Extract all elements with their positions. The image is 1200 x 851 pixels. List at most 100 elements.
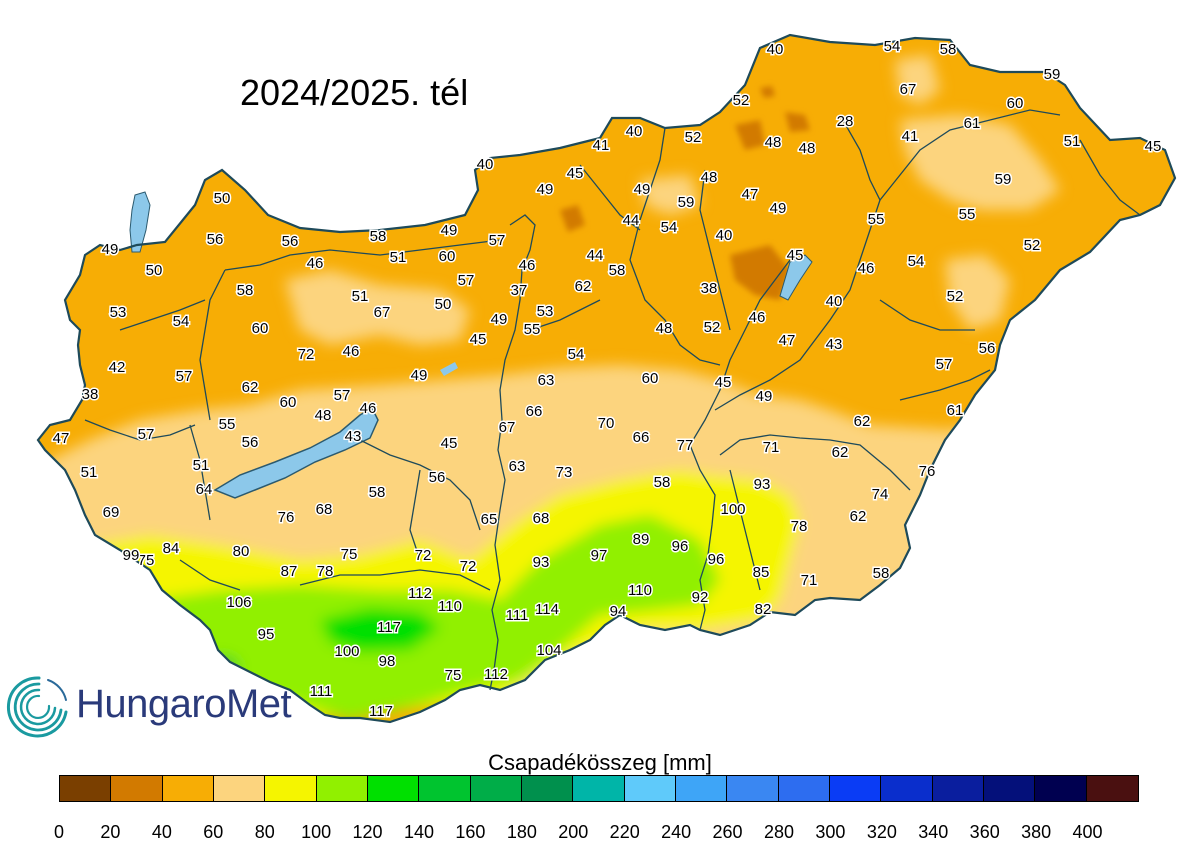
station-value-label: 93 [754,476,771,493]
legend-swatch [521,776,574,801]
station-value-label: 49 [441,222,458,239]
station-value-label: 56 [429,469,446,486]
station-value-label: 75 [138,552,155,569]
station-value-label: 40 [767,41,784,58]
station-value-label: 75 [341,546,358,563]
legend-swatch [881,776,933,801]
station-value-label: 54 [908,253,925,270]
station-value-label: 71 [801,572,818,589]
station-value-label: 45 [441,435,458,452]
legend-tick-label: 360 [969,822,1000,842]
station-value-label: 50 [146,262,163,279]
station-value-label: 117 [377,619,401,636]
station-value-label: 112 [484,666,508,683]
station-value-label: 49 [411,367,428,384]
station-value-label: 52 [685,129,702,146]
legend-tick-label: 320 [866,822,897,842]
station-value-label: 46 [519,257,536,274]
station-value-label: 61 [947,402,964,419]
station-value-label: 54 [884,38,901,55]
station-value-label: 66 [526,403,543,420]
station-value-label: 53 [110,304,127,321]
legend-swatch [213,776,266,801]
station-value-label: 56 [979,340,996,357]
legend-tick-label: 220 [609,822,640,842]
legend-swatch [624,776,676,801]
station-value-label: 50 [435,296,452,313]
station-value-label: 51 [193,457,210,474]
station-value-label: 62 [575,278,592,295]
station-value-label: 58 [237,282,254,299]
station-value-label: 46 [307,255,324,272]
station-value-label: 43 [345,428,362,445]
station-value-label: 114 [535,601,559,618]
station-value-label: 38 [82,386,99,403]
legend-tick-label: 60 [203,822,224,842]
station-value-label: 40 [477,156,494,173]
station-value-label: 61 [964,115,981,132]
map-title: 2024/2025. tél [240,72,469,113]
legend-tick-label: 400 [1072,822,1103,842]
legend-swatch [675,776,728,801]
station-value-label: 40 [716,227,733,244]
station-value-label: 63 [538,372,555,389]
station-value-label: 58 [654,474,671,491]
station-value-label: 72 [415,547,432,564]
legend-swatch [367,776,420,801]
station-value-label: 98 [379,653,396,670]
station-value-label: 71 [763,439,780,456]
station-value-label: 104 [536,642,561,659]
station-value-label: 74 [872,486,889,503]
logo-text: HungaroMet [76,682,292,726]
legend-swatch [419,776,471,801]
legend-tick-label: 40 [151,822,172,842]
station-value-label: 78 [317,563,334,580]
station-value-label: 84 [163,540,180,557]
legend-swatch [470,776,522,801]
station-value-label: 65 [481,511,498,528]
station-value-label: 106 [226,594,251,611]
legend-tick-label: 180 [506,822,537,842]
station-value-label: 93 [533,554,550,571]
station-value-label: 46 [343,343,360,360]
station-value-label: 63 [509,458,526,475]
legend-tick-label: 80 [254,822,275,842]
station-value-label: 46 [858,260,875,277]
precipitation-fill [38,35,1175,722]
station-value-label: 57 [138,426,155,443]
station-value-label: 48 [315,407,332,424]
station-value-label: 55 [868,211,885,228]
legend-tick-label: 120 [352,822,383,842]
station-value-label: 28 [837,113,854,130]
station-value-label: 44 [623,212,640,229]
station-value-label: 45 [787,247,804,264]
station-value-label: 100 [720,501,745,518]
station-value-label: 49 [770,200,787,217]
legend-title: Csapadékösszeg [mm] [488,750,712,775]
station-value-label: 60 [439,248,456,265]
station-value-label: 41 [902,128,919,145]
station-value-label: 49 [634,181,651,198]
station-value-label: 38 [701,280,718,297]
station-value-label: 52 [947,288,964,305]
color-scale-bar [59,775,1139,802]
legend-swatch [727,776,779,801]
station-value-label: 47 [53,430,70,447]
station-value-label: 62 [854,413,871,430]
station-value-label: 52 [704,319,721,336]
station-value-label: 55 [524,321,541,338]
station-value-label: 51 [81,464,98,481]
station-value-label: 62 [242,379,259,396]
station-value-label: 97 [591,547,608,564]
legend-swatch [932,776,984,801]
station-value-label: 48 [701,169,718,186]
station-value-label: 94 [610,603,627,620]
station-value-label: 56 [282,233,299,250]
station-value-label: 82 [755,601,772,618]
station-value-label: 56 [207,231,224,248]
station-value-label: 96 [672,538,689,555]
station-value-label: 60 [280,394,297,411]
station-value-label: 89 [633,531,650,548]
